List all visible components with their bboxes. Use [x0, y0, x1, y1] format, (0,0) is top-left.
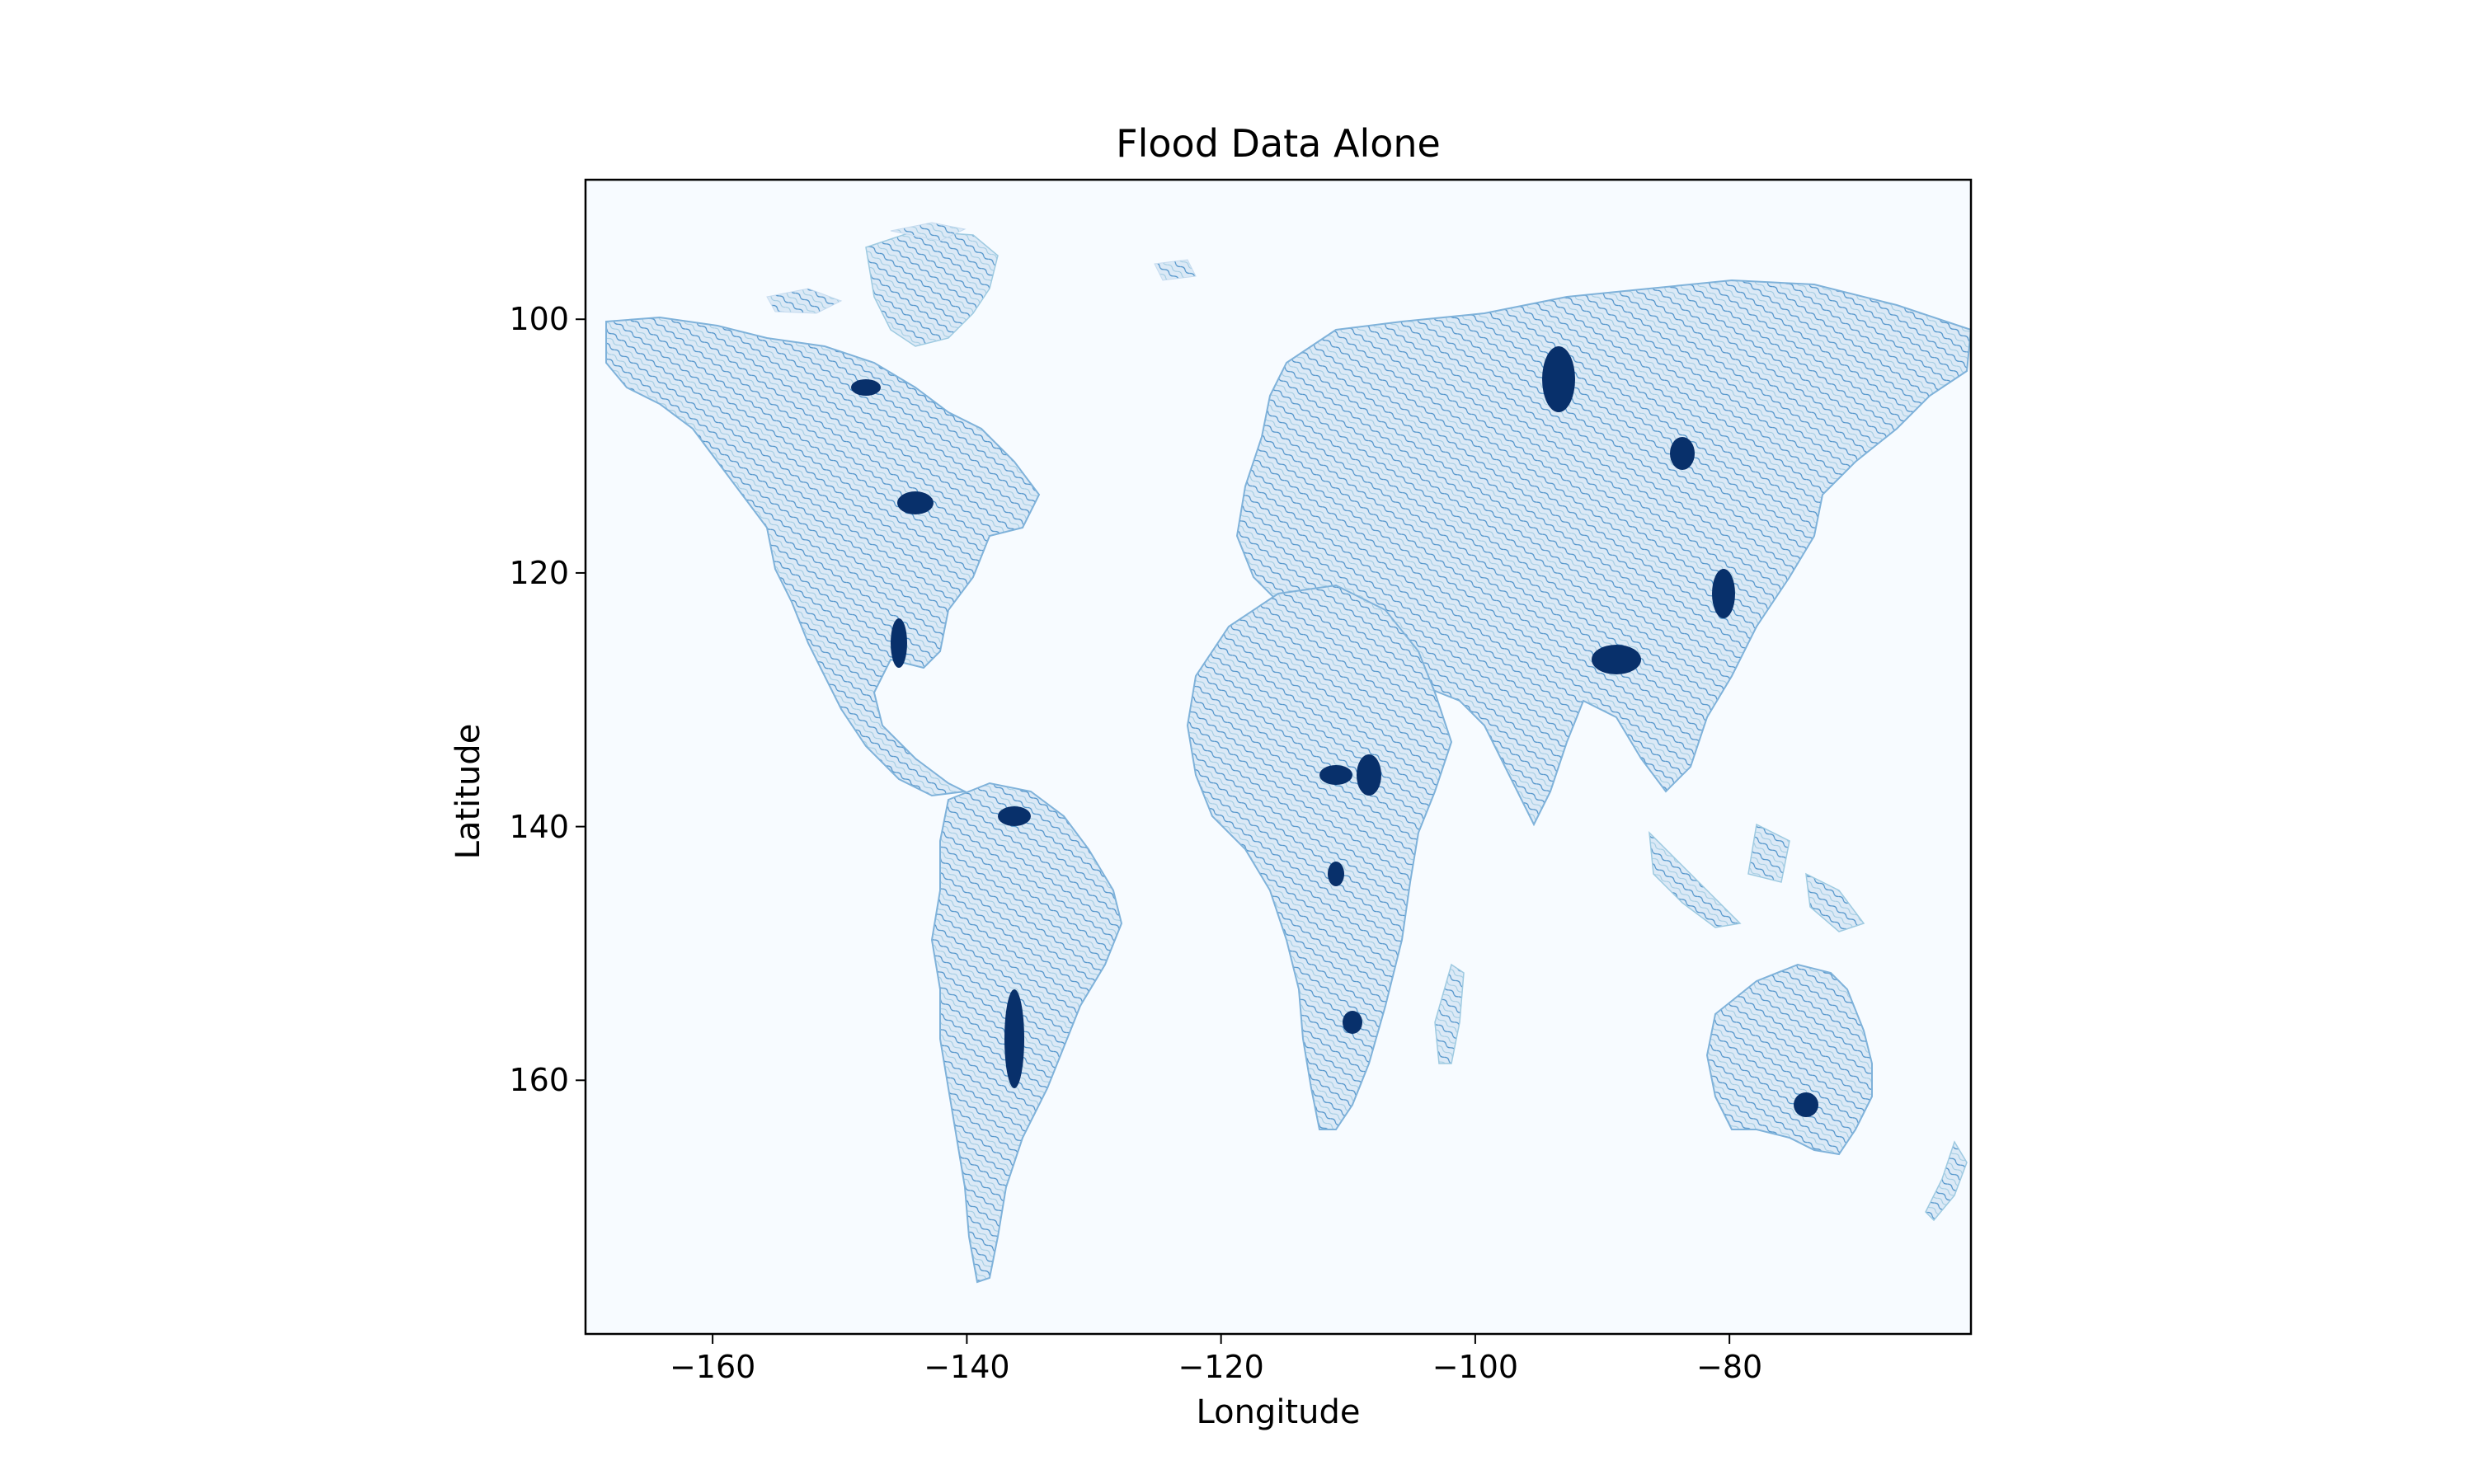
flood-zone — [1592, 645, 1641, 674]
y-tick-label: 100 — [509, 301, 569, 338]
south-america — [930, 782, 1123, 1284]
landmasses — [605, 222, 1973, 1284]
flood-zone — [1670, 437, 1695, 470]
chart-title: Flood Data Alone — [1116, 121, 1441, 166]
flood-zone — [1343, 1011, 1362, 1034]
x-axis-label: Longitude — [1196, 1393, 1361, 1431]
new-zealand — [1925, 1140, 1968, 1222]
x-tick-label: −140 — [924, 1349, 1010, 1385]
y-tick-label: 120 — [509, 554, 569, 591]
flood-zone — [1357, 754, 1381, 796]
axes-frame — [584, 178, 1973, 1336]
flood-zone — [1319, 765, 1352, 785]
north-america — [605, 316, 1041, 797]
flood-zone — [851, 379, 881, 396]
flood-zone — [1004, 989, 1024, 1088]
australia — [1705, 963, 1873, 1156]
plot-border — [584, 178, 1973, 1336]
flood-zone — [1542, 346, 1575, 412]
indonesia — [1649, 823, 1865, 932]
y-tick-label: 160 — [509, 1062, 569, 1099]
flood-zone — [1794, 1092, 1818, 1117]
africa — [1186, 584, 1453, 1130]
flood-zone — [1328, 862, 1344, 886]
x-tick-label: −100 — [1432, 1349, 1519, 1385]
flood-zone — [891, 618, 907, 668]
flood-zones — [851, 346, 1818, 1117]
flood-zone — [897, 491, 934, 514]
axis-ticks — [576, 318, 1731, 1344]
flood-zone — [1712, 569, 1735, 618]
x-tick-label: −160 — [669, 1349, 756, 1385]
x-tick-label: −80 — [1696, 1349, 1763, 1385]
arctic-islands — [766, 222, 1197, 314]
flood-zone — [998, 806, 1031, 826]
y-tick-label: 140 — [509, 808, 569, 845]
x-tick-label: −120 — [1178, 1349, 1264, 1385]
madagascar — [1434, 963, 1465, 1064]
